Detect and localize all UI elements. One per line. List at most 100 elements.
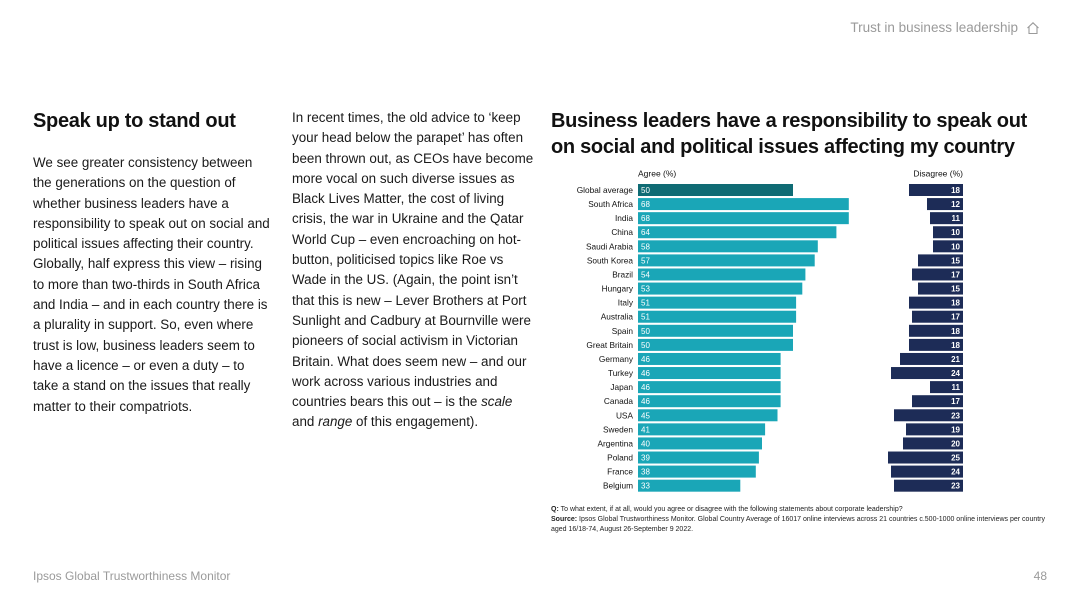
category-label: Australia xyxy=(601,312,634,322)
agree-bar xyxy=(638,254,815,267)
agree-bar xyxy=(638,465,756,478)
category-label: China xyxy=(611,227,633,237)
agree-value-label: 58 xyxy=(641,242,650,251)
category-label: South Africa xyxy=(588,199,633,209)
section-header: Trust in business leadership xyxy=(850,20,1040,35)
agree-bar xyxy=(638,212,849,225)
agree-value-label: 38 xyxy=(641,468,650,477)
disagree-value-label: 18 xyxy=(951,341,960,350)
agree-value-label: 45 xyxy=(641,411,650,420)
disagree-value-label: 10 xyxy=(951,228,960,237)
disagree-bar xyxy=(912,310,963,323)
source-label: Source: xyxy=(551,516,578,523)
agree-bar xyxy=(638,226,837,239)
disagree-legend: Disagree (%) xyxy=(913,169,963,179)
agree-value-label: 46 xyxy=(641,369,650,378)
agree-value-label: 41 xyxy=(641,425,650,434)
disagree-bar xyxy=(906,423,963,436)
agree-value-label: 40 xyxy=(641,439,650,448)
agree-bar xyxy=(638,381,781,394)
category-label: Hungary xyxy=(602,284,634,294)
disagree-value-label: 23 xyxy=(951,411,960,420)
middle-body-emphasis-scale: scale xyxy=(481,394,513,410)
agree-bar xyxy=(638,409,778,422)
disagree-bar xyxy=(888,451,963,464)
category-label: Germany xyxy=(599,354,634,364)
source-text: Ipsos Global Trustworthiness Monitor. Gl… xyxy=(551,516,1046,533)
middle-column: In recent times, the old advice to ‘keep… xyxy=(292,108,538,433)
disagree-value-label: 21 xyxy=(951,355,960,364)
question-label: Q: xyxy=(551,506,559,513)
agree-bar xyxy=(638,451,759,464)
agree-bar xyxy=(638,367,781,380)
agree-value-label: 50 xyxy=(641,186,650,195)
disagree-bar xyxy=(912,395,963,408)
category-label: South Korea xyxy=(587,255,634,265)
disagree-value-label: 15 xyxy=(951,285,960,294)
agree-value-label: 64 xyxy=(641,228,650,237)
category-label: Sweden xyxy=(603,424,633,434)
home-icon[interactable] xyxy=(1026,21,1040,35)
agree-legend: Agree (%) xyxy=(638,169,676,179)
disagree-bar xyxy=(909,338,963,351)
disagree-value-label: 20 xyxy=(951,439,960,448)
disagree-value-label: 12 xyxy=(951,200,960,209)
agree-value-label: 46 xyxy=(641,355,650,364)
agree-value-label: 39 xyxy=(641,454,650,463)
disagree-value-label: 24 xyxy=(951,369,960,378)
middle-body-and: and xyxy=(292,414,319,430)
agree-value-label: 68 xyxy=(641,214,650,223)
agree-value-label: 53 xyxy=(641,285,650,294)
disagree-value-label: 18 xyxy=(951,186,960,195)
category-label: Japan xyxy=(610,382,633,392)
disagree-value-label: 11 xyxy=(952,383,961,392)
agree-bar xyxy=(638,395,781,408)
footer-title: Ipsos Global Trustworthiness Monitor xyxy=(33,569,231,583)
question-text: To what extent, if at all, would you agr… xyxy=(558,506,903,513)
agree-bar xyxy=(638,324,793,337)
agree-bar xyxy=(638,310,797,323)
disagree-bar xyxy=(900,352,963,365)
agree-bar xyxy=(638,240,818,253)
agree-value-label: 50 xyxy=(641,327,650,336)
middle-body-emphasis-range: range xyxy=(318,414,353,430)
agree-value-label: 57 xyxy=(641,256,650,265)
disagree-value-label: 24 xyxy=(951,468,960,477)
category-label: Italy xyxy=(618,298,634,308)
category-label: India xyxy=(615,213,633,223)
disagree-bar xyxy=(933,226,963,239)
agree-bar xyxy=(638,282,803,295)
left-column: Speak up to stand out We see greater con… xyxy=(33,110,273,417)
agree-value-label: 54 xyxy=(641,270,650,279)
source-note: Source: Ipsos Global Trustworthiness Mon… xyxy=(551,515,1051,535)
agree-bar xyxy=(638,423,766,436)
category-label: Great Britain xyxy=(586,340,633,350)
agree-bar xyxy=(638,338,793,351)
category-label: Argentina xyxy=(597,438,633,448)
agree-bar xyxy=(638,184,793,196)
agree-bar xyxy=(638,268,806,281)
disagree-value-label: 17 xyxy=(951,313,960,322)
disagree-value-label: 11 xyxy=(952,214,961,223)
middle-body-text: In recent times, the old advice to ‘keep… xyxy=(292,110,534,410)
disagree-bar xyxy=(894,409,963,422)
disagree-bar xyxy=(927,198,963,211)
disagree-value-label: 10 xyxy=(951,242,960,251)
disagree-bar xyxy=(891,465,963,478)
question-note: Q: To what extent, if at all, would you … xyxy=(551,505,1051,515)
disagree-value-label: 19 xyxy=(951,425,960,434)
disagree-value-label: 18 xyxy=(951,327,960,336)
agree-bar xyxy=(638,352,781,365)
category-label: Poland xyxy=(607,453,633,463)
section-title: Trust in business leadership xyxy=(850,20,1018,35)
category-label: Saudi Arabia xyxy=(586,241,633,251)
agree-value-label: 51 xyxy=(641,313,650,322)
disagree-value-label: 17 xyxy=(951,397,960,406)
agree-bar xyxy=(638,296,797,309)
agree-value-label: 46 xyxy=(641,383,650,392)
disagree-bar xyxy=(918,254,963,267)
disagree-value-label: 25 xyxy=(951,454,960,463)
disagree-bar xyxy=(909,324,963,337)
disagree-value-label: 17 xyxy=(951,270,960,279)
disagree-bar xyxy=(933,240,963,253)
